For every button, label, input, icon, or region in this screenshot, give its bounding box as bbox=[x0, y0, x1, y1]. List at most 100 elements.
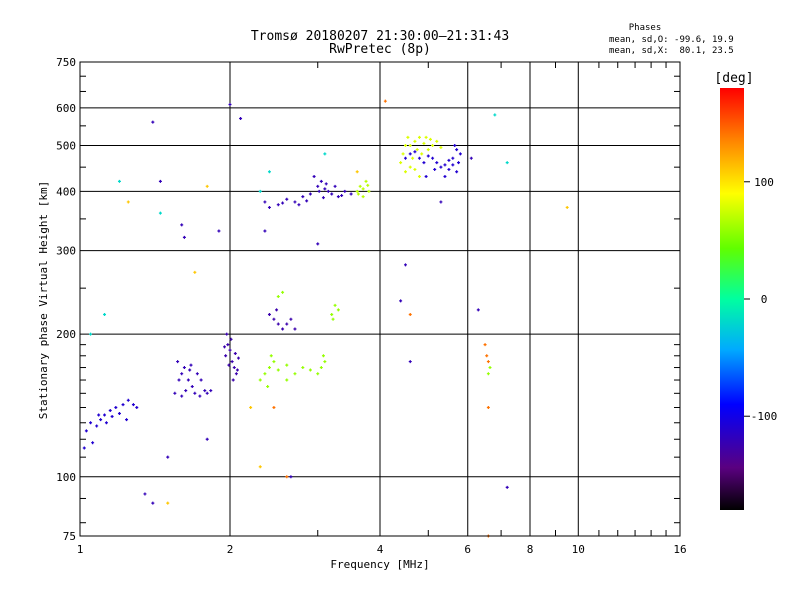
data-point bbox=[108, 408, 112, 412]
data-point bbox=[281, 201, 285, 205]
x-tick-label: 2 bbox=[227, 543, 234, 556]
data-point bbox=[189, 363, 193, 367]
y-tick-label: 300 bbox=[56, 245, 76, 258]
data-point bbox=[209, 389, 213, 393]
data-point bbox=[180, 372, 184, 376]
data-point bbox=[117, 179, 121, 183]
y-tick-label: 100 bbox=[56, 471, 76, 484]
data-point bbox=[439, 146, 443, 150]
chart-title: Tromsø 20180207 21:30:00–21:31:43 bbox=[251, 29, 509, 44]
data-point bbox=[424, 135, 428, 139]
data-point bbox=[403, 156, 407, 160]
data-point bbox=[308, 368, 312, 372]
data-point bbox=[411, 156, 415, 160]
data-point bbox=[301, 195, 305, 199]
data-point bbox=[205, 391, 209, 395]
data-point bbox=[408, 360, 412, 364]
data-point bbox=[333, 303, 337, 307]
data-point bbox=[426, 148, 430, 152]
data-point bbox=[110, 415, 114, 419]
colorbar-tick-label: 100 bbox=[754, 176, 774, 189]
data-point bbox=[424, 175, 428, 179]
data-point bbox=[417, 156, 421, 160]
data-point bbox=[190, 385, 194, 389]
data-point bbox=[276, 295, 280, 299]
data-point bbox=[401, 152, 405, 156]
data-point bbox=[293, 327, 297, 331]
data-point bbox=[331, 317, 335, 321]
x-axis-label: Frequency [MHz] bbox=[330, 558, 429, 571]
data-point bbox=[340, 194, 344, 198]
data-point bbox=[458, 152, 462, 156]
data-point bbox=[469, 156, 473, 160]
data-point bbox=[316, 372, 320, 376]
data-point bbox=[82, 446, 86, 450]
data-point bbox=[453, 143, 457, 147]
data-point bbox=[186, 378, 190, 382]
data-point bbox=[403, 170, 407, 174]
data-point bbox=[182, 235, 186, 239]
grid-lines bbox=[80, 62, 680, 536]
data-point bbox=[343, 189, 347, 193]
data-point bbox=[266, 385, 270, 389]
data-point bbox=[399, 161, 403, 165]
data-point bbox=[285, 475, 289, 479]
data-point bbox=[97, 413, 101, 417]
data-point bbox=[403, 143, 407, 147]
data-point bbox=[285, 197, 289, 201]
data-point bbox=[323, 152, 327, 156]
data-point bbox=[435, 139, 439, 143]
data-point bbox=[263, 372, 267, 376]
data-point bbox=[267, 366, 271, 370]
data-point bbox=[422, 141, 426, 145]
data-point bbox=[233, 352, 237, 356]
data-point bbox=[263, 229, 267, 233]
colorbar-ticks: 100 0 -100 bbox=[744, 176, 777, 423]
y-tick-label: 200 bbox=[56, 328, 76, 341]
colorbar-tick-label: -100 bbox=[751, 410, 778, 423]
data-point bbox=[267, 205, 271, 209]
data-point bbox=[228, 103, 232, 107]
data-point bbox=[321, 354, 325, 358]
data-point bbox=[126, 200, 130, 204]
data-point bbox=[227, 363, 231, 367]
data-point bbox=[166, 455, 170, 459]
data-point bbox=[435, 161, 439, 165]
data-point bbox=[223, 345, 227, 349]
data-point bbox=[417, 135, 421, 139]
data-point bbox=[367, 189, 371, 193]
data-point bbox=[326, 189, 330, 193]
chart-subtitle: RwPretec (8p) bbox=[329, 42, 431, 57]
data-point bbox=[158, 179, 162, 183]
data-point bbox=[228, 348, 232, 352]
data-point bbox=[272, 406, 276, 410]
data-point bbox=[355, 189, 359, 193]
data-point bbox=[198, 394, 202, 398]
data-point bbox=[188, 368, 192, 372]
data-point bbox=[455, 148, 459, 152]
data-point bbox=[406, 135, 410, 139]
data-point bbox=[336, 195, 340, 199]
data-point bbox=[166, 501, 170, 505]
data-point bbox=[451, 156, 455, 160]
data-point bbox=[366, 183, 370, 187]
data-point bbox=[403, 263, 407, 267]
data-point bbox=[217, 229, 221, 233]
data-point bbox=[91, 441, 95, 445]
data-point bbox=[431, 143, 435, 147]
data-point bbox=[226, 343, 230, 347]
data-point bbox=[413, 167, 417, 171]
data-point bbox=[439, 165, 443, 169]
data-point bbox=[269, 354, 273, 358]
data-point bbox=[451, 163, 455, 167]
data-point bbox=[276, 203, 280, 207]
plot-frame bbox=[79, 61, 681, 537]
data-point bbox=[408, 152, 412, 156]
x-axis-ticks: 1 2 4 6 8 10 16 bbox=[77, 62, 687, 556]
y-tick-label: 75 bbox=[63, 530, 76, 543]
data-point bbox=[319, 179, 323, 183]
data-point bbox=[285, 378, 289, 382]
data-point bbox=[301, 366, 305, 370]
data-point bbox=[89, 332, 93, 336]
